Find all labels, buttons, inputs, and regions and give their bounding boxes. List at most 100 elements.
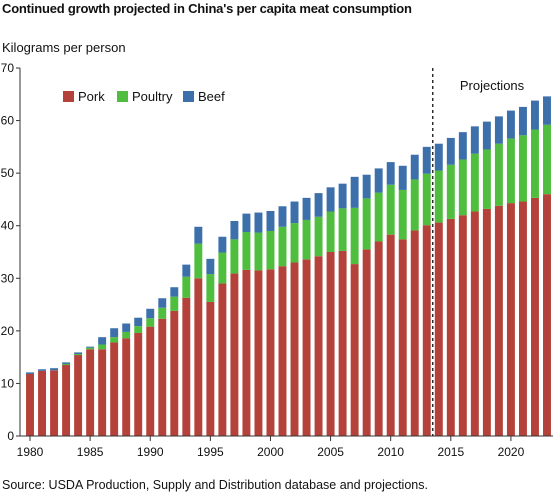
x-tick-label: 1985	[77, 445, 104, 459]
bar-poultry-2017	[470, 153, 479, 212]
bar-beef-2021	[518, 106, 527, 136]
bar-beef-1991	[158, 298, 167, 308]
bar-pork-1983	[62, 365, 71, 436]
bar-pork-2022	[531, 197, 539, 436]
legend-swatch-pork	[63, 91, 74, 102]
bar-pork-1997	[230, 273, 239, 436]
bar-pork-2004	[314, 256, 323, 436]
bar-poultry-2000	[266, 230, 275, 270]
bar-poultry-1983	[62, 363, 71, 366]
bar-beef-1995	[206, 258, 215, 275]
bar-pork-1998	[242, 269, 251, 436]
bar-pork-1993	[182, 297, 191, 436]
y-tick-label: 20	[1, 324, 15, 338]
bar-beef-2017	[470, 126, 479, 154]
bar-poultry-1988	[122, 331, 131, 339]
bar-poultry-2009	[374, 192, 383, 242]
bar-beef-1983	[62, 362, 71, 364]
bar-beef-2013	[422, 146, 431, 174]
bar-beef-2004	[314, 193, 323, 217]
bar-poultry-2004	[314, 216, 323, 257]
bar-beef-1986	[98, 337, 107, 345]
bar-beef-1988	[122, 323, 131, 332]
bar-poultry-1990	[146, 318, 155, 327]
bar-beef-1987	[110, 328, 119, 338]
y-tick-label: 40	[1, 219, 15, 233]
bar-pork-2019	[494, 205, 503, 436]
bar-beef-2000	[266, 210, 275, 231]
bar-poultry-1999	[254, 232, 263, 271]
bar-beef-2007	[350, 176, 359, 208]
bar-pork-2017	[470, 211, 479, 436]
bar-pork-1982	[50, 370, 59, 436]
bar-poultry-2016	[458, 159, 467, 216]
bar-pork-2006	[338, 250, 347, 436]
bar-pork-1990	[146, 326, 155, 436]
bar-pork-1986	[98, 349, 107, 436]
bar-beef-2005	[326, 187, 335, 212]
bar-beef-1990	[146, 308, 155, 319]
bar-beef-2019	[494, 116, 503, 144]
bar-pork-1992	[170, 310, 179, 436]
bar-pork-2005	[326, 252, 335, 436]
bar-beef-1993	[182, 264, 191, 277]
y-axis-label: Kilograms per person	[2, 40, 126, 55]
bar-pork-1994	[194, 278, 203, 436]
projections-label: Projections	[460, 78, 525, 93]
bar-poultry-2021	[518, 135, 527, 202]
bar-pork-2009	[374, 241, 383, 436]
y-tick-label: 10	[1, 376, 15, 390]
bar-poultry-1989	[134, 326, 143, 333]
bar-beef-1989	[134, 317, 143, 327]
bar-poultry-2018	[482, 149, 491, 209]
chart-title: Continued growth projected in China's pe…	[2, 1, 412, 16]
bar-beef-1994	[194, 226, 203, 244]
bar-beef-2006	[338, 183, 347, 209]
bar-poultry-2015	[446, 164, 455, 219]
bar-poultry-2005	[326, 211, 335, 252]
bar-beef-2012	[410, 154, 419, 180]
bar-poultry-2011	[398, 189, 407, 240]
bar-beef-2014	[434, 143, 443, 171]
bar-pork-2007	[350, 264, 359, 436]
bar-beef-2018	[482, 121, 491, 150]
bar-beef-2011	[398, 165, 407, 190]
bar-poultry-2013	[422, 173, 431, 226]
bar-beef-2003	[302, 197, 311, 220]
bar-pork-1995	[206, 301, 215, 436]
bar-pork-1996	[218, 283, 227, 436]
y-tick-label: 60	[1, 114, 15, 128]
bar-pork-2016	[458, 215, 467, 436]
bar-pork-2021	[518, 201, 527, 436]
bar-beef-1985	[86, 346, 95, 348]
bar-beef-2009	[374, 168, 383, 193]
x-tick-label: 1995	[197, 445, 224, 459]
bar-poultry-2008	[362, 198, 371, 250]
y-tick-label: 70	[1, 61, 15, 75]
source-note: Source: USDA Production, Supply and Dist…	[2, 478, 428, 492]
legend-label-pork: Pork	[78, 89, 105, 104]
bar-poultry-1992	[170, 296, 179, 311]
bar-poultry-2019	[494, 143, 503, 206]
bar-pork-2000	[266, 269, 275, 436]
bar-pork-1989	[134, 332, 143, 436]
legend-swatch-poultry	[117, 91, 128, 102]
bar-poultry-2002	[290, 223, 299, 263]
bar-poultry-1994	[194, 243, 203, 279]
bar-poultry-2003	[302, 219, 311, 260]
bar-beef-2023	[543, 96, 551, 125]
bar-beef-1980	[26, 372, 34, 374]
bar-poultry-1996	[218, 252, 227, 284]
x-tick-label: 2010	[377, 445, 404, 459]
bar-poultry-2014	[434, 170, 443, 223]
bar-pork-1985	[86, 349, 95, 436]
y-tick-label: 0	[7, 429, 14, 443]
bar-pork-2013	[422, 225, 431, 436]
bar-beef-1997	[230, 220, 239, 240]
bar-beef-1984	[74, 352, 83, 354]
bar-pork-2002	[290, 262, 299, 436]
bar-pork-2001	[278, 266, 287, 436]
bar-pork-2011	[398, 239, 407, 436]
legend-label-beef: Beef	[198, 89, 225, 104]
